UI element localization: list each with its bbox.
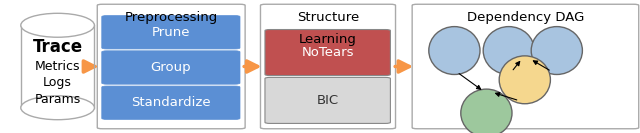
Ellipse shape [20, 96, 95, 120]
Ellipse shape [499, 56, 550, 104]
FancyBboxPatch shape [102, 51, 240, 84]
Ellipse shape [461, 89, 512, 133]
Ellipse shape [429, 27, 480, 74]
Text: Dependency DAG: Dependency DAG [467, 11, 584, 24]
FancyBboxPatch shape [412, 4, 639, 129]
Text: Logs: Logs [43, 76, 72, 89]
Text: Params: Params [35, 93, 81, 106]
FancyBboxPatch shape [102, 16, 240, 49]
Text: Standardize: Standardize [131, 96, 211, 109]
Bar [20, 25, 95, 108]
Text: Metrics: Metrics [35, 60, 81, 73]
Text: Group: Group [150, 61, 191, 74]
Text: Learning: Learning [299, 33, 357, 46]
Ellipse shape [483, 27, 534, 74]
Text: Preprocessing: Preprocessing [125, 11, 218, 24]
Text: Trace: Trace [33, 38, 83, 56]
FancyBboxPatch shape [102, 86, 240, 119]
Text: NoTears: NoTears [301, 46, 354, 59]
Text: Prune: Prune [152, 26, 190, 39]
Text: Structure: Structure [297, 11, 359, 24]
FancyBboxPatch shape [260, 4, 396, 129]
Ellipse shape [20, 13, 95, 37]
FancyBboxPatch shape [265, 30, 390, 76]
FancyBboxPatch shape [97, 4, 245, 129]
Ellipse shape [531, 27, 582, 74]
Text: BIC: BIC [317, 94, 339, 107]
FancyBboxPatch shape [265, 77, 390, 123]
